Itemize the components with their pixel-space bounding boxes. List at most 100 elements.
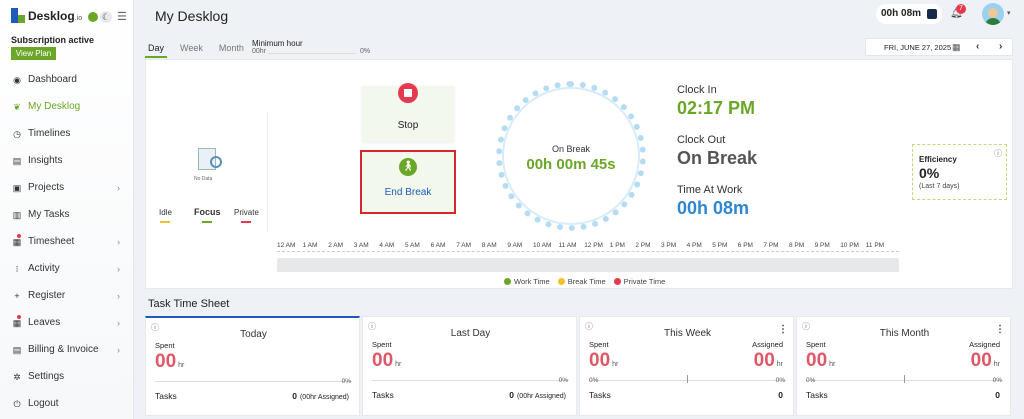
sidebar-item-my-desklog[interactable]: ❦ My Desklog xyxy=(0,93,134,120)
kebab-menu-icon[interactable]: ⋮ xyxy=(778,324,788,335)
stop-icon[interactable] xyxy=(927,9,937,19)
clock-out-value: On Break xyxy=(677,148,758,168)
status-dot-icon[interactable] xyxy=(88,12,98,22)
sidebar-item-my-tasks[interactable]: ▥ My Tasks xyxy=(0,201,134,228)
info-icon[interactable]: ⓘ xyxy=(994,149,1002,158)
unit-label: hr xyxy=(776,361,783,368)
spent-label: Spent xyxy=(589,340,609,349)
magnifier-icon xyxy=(210,156,222,168)
legend-dot-icon xyxy=(613,278,621,285)
legend-dot-icon xyxy=(557,278,565,285)
sidebar-item-label: Register xyxy=(28,290,66,301)
legend-work: Work Time xyxy=(504,277,550,286)
unit-label: hr xyxy=(178,362,185,369)
assigned-label: Assigned xyxy=(969,340,1000,349)
sidebar-item-timesheet[interactable]: ▦ Timesheet › xyxy=(0,228,134,255)
clock-icon: ◷ xyxy=(13,128,21,139)
end-break-button[interactable]: 🚶︎ End Break xyxy=(360,150,456,214)
tab-month[interactable]: Month xyxy=(218,43,244,53)
sidebar-item-leaves[interactable]: ▦ Leaves › xyxy=(0,309,134,336)
tts-card-today: ⓘ Today Spent 00 hr 0% Tasks 0 (00hr Assig… xyxy=(145,316,360,416)
info-icon[interactable]: ⓘ xyxy=(368,322,376,331)
walking-icon: 🚶︎ xyxy=(399,158,417,176)
sidebar-item-timelines[interactable]: ◷ Timelines xyxy=(0,120,134,147)
kebab-menu-icon[interactable]: ⋮ xyxy=(995,324,1005,335)
stop-button[interactable] xyxy=(398,83,418,103)
leaf-icon: ❦ xyxy=(13,101,21,112)
stat-idle: Idle xyxy=(159,208,172,223)
menu-toggle-icon[interactable]: ☰ xyxy=(117,11,127,23)
avatar[interactable] xyxy=(982,3,1004,25)
stat-idle-label: Idle xyxy=(159,208,172,217)
sidebar-item-activity[interactable]: ⁝ Activity › xyxy=(0,255,134,282)
stat-private-label: Private xyxy=(234,208,259,217)
timeline-hour-label: 6 PM xyxy=(737,242,753,249)
sidebar-item-settings[interactable]: ✲ Settings xyxy=(0,363,134,390)
stat-focus: Focus xyxy=(194,207,221,223)
sidebar-item-dashboard[interactable]: ◉ Dashboard xyxy=(0,66,134,93)
chevron-down-icon[interactable]: ▾ xyxy=(1007,10,1011,17)
stop-card[interactable]: Stop xyxy=(362,83,454,142)
tab-day[interactable]: Day xyxy=(145,40,168,58)
end-break-label: End Break xyxy=(384,187,432,198)
stop-icon xyxy=(404,89,412,97)
timeline-hour-label: 9 PM xyxy=(814,242,830,249)
stat-focus-label: Focus xyxy=(194,207,221,217)
palette-icon: ◉ xyxy=(13,74,21,85)
timeline-hour-label: 11 AM xyxy=(558,242,577,249)
info-icon[interactable]: ⓘ xyxy=(151,323,159,332)
date-picker[interactable]: FRI, JUNE 27, 2025 ▦ ‹ › xyxy=(865,38,1013,56)
progress-percent: 0% xyxy=(341,378,351,385)
tts-card-head: Last Day xyxy=(450,328,491,339)
page-title: My Desklog xyxy=(155,8,229,24)
chevron-right-icon[interactable]: › xyxy=(999,41,1003,52)
chevron-left-icon[interactable]: ‹ xyxy=(976,41,980,52)
no-data-label: No Data xyxy=(194,176,213,182)
timeline-hour-label: 6 AM xyxy=(430,242,446,249)
break-timer-ring xyxy=(496,81,646,231)
assigned-number: 00 xyxy=(970,350,992,371)
view-plan-button[interactable]: View Plan xyxy=(11,47,56,60)
timeline-hours: 12 AM 1 AM 2 AM 3 AM 4 AM 5 AM 6 AM 7 AM 8 AM 9 A… xyxy=(277,242,901,252)
sidebar-item-label: Insights xyxy=(28,155,63,166)
timeline-hour-label: 10 PM xyxy=(840,242,859,249)
logo[interactable]: Desklog.io xyxy=(11,8,82,23)
sidebar-item-insights[interactable]: ▤ Insights xyxy=(0,147,134,174)
sidebar-item-label: Billing & Invoice xyxy=(28,344,99,355)
timeline-hour-label: 10 AM xyxy=(533,242,552,249)
sidebar-item-logout[interactable]: ⏻ Logout xyxy=(0,390,134,417)
timeline-hour-label: 1 AM xyxy=(302,242,318,249)
moon-icon[interactable]: ☾ xyxy=(100,11,112,23)
timeline-hour-label: 7 AM xyxy=(456,242,471,249)
efficiency-subtitle: (Last 7 days) xyxy=(919,183,960,190)
tts-card-head: Today xyxy=(240,329,267,340)
progress-percent: 0% xyxy=(775,377,785,384)
sidebar-item-billing[interactable]: ▤ Billing & Invoice › xyxy=(0,336,134,363)
tasks-label: Tasks xyxy=(806,390,828,400)
sidebar-item-projects[interactable]: ▣ Projects › xyxy=(0,174,134,201)
spent-label: Spent xyxy=(806,340,826,349)
progress-percent-left: 0% xyxy=(589,377,599,384)
tab-week[interactable]: Week xyxy=(180,43,203,53)
briefcase-icon: ▣ xyxy=(12,182,22,193)
timeline-hour-label: 4 AM xyxy=(379,242,395,249)
plus-icon: + xyxy=(14,290,20,301)
info-icon[interactable]: ⓘ xyxy=(802,322,810,331)
sidebar-item-register[interactable]: + Register › xyxy=(0,282,134,309)
timeline-hour-label: 8 AM xyxy=(481,242,497,249)
spent-value: 00 hr xyxy=(589,350,618,372)
chevron-right-icon: › xyxy=(117,317,120,328)
break-timer: 00h 00m 45s xyxy=(526,156,616,173)
header-timer[interactable]: 00h 08m xyxy=(876,4,942,24)
timeline-hour-label: 7 PM xyxy=(763,242,779,249)
calendar-icon[interactable]: ▦ xyxy=(952,42,961,52)
task-time-sheet-title: Task Time Sheet xyxy=(148,298,230,310)
bell-icon[interactable]: 🔔︎ xyxy=(950,8,963,19)
spent-number: 00 xyxy=(372,350,394,371)
spent-number: 00 xyxy=(155,351,177,372)
sidebar-item-label: Settings xyxy=(28,371,65,382)
tasks-icon: ▥ xyxy=(12,209,22,220)
info-icon[interactable]: ⓘ xyxy=(585,322,593,331)
legend-private: Private Time xyxy=(613,277,665,286)
timeline-bar[interactable] xyxy=(277,258,899,272)
